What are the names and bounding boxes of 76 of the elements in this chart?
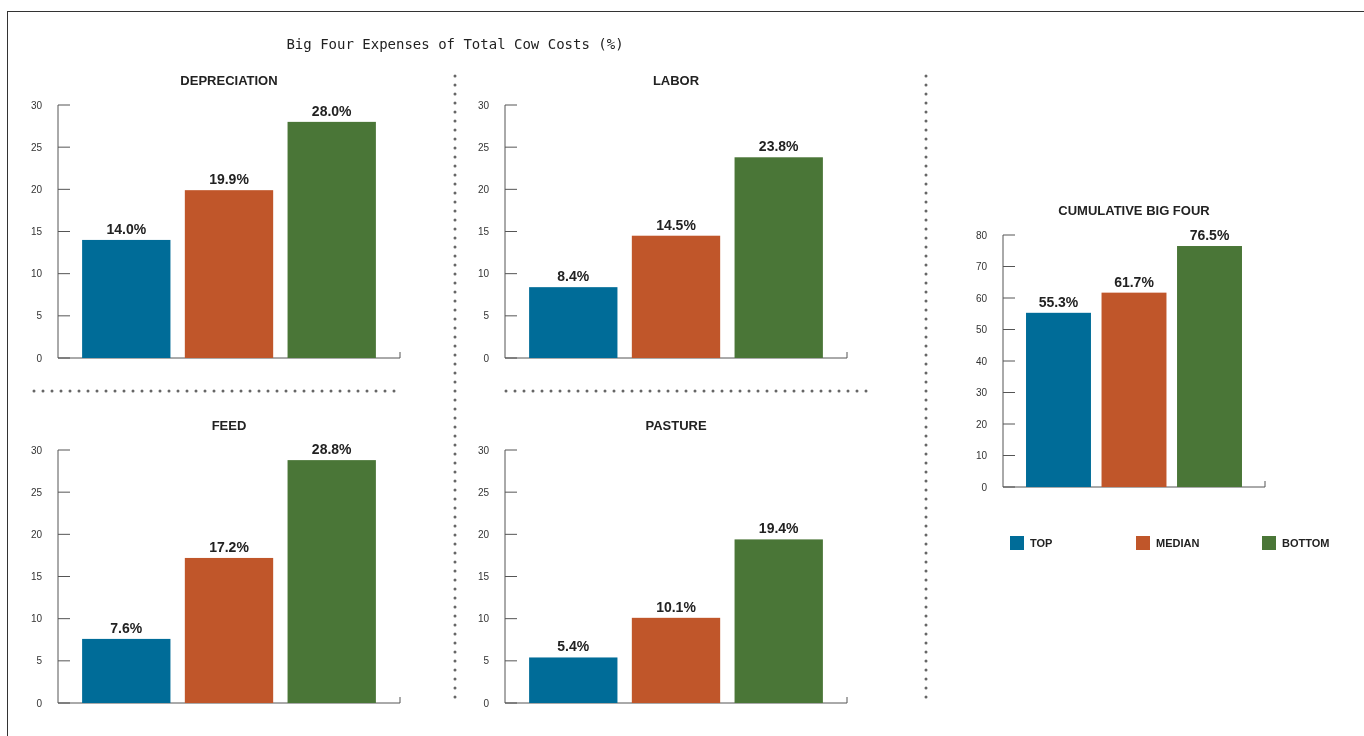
- y-tick-label: 30: [30, 99, 43, 111]
- bar: [82, 638, 171, 703]
- y-tick-label: 20: [477, 528, 490, 540]
- y-tick-label: 0: [483, 352, 490, 364]
- data-label: 28.0%: [311, 102, 353, 119]
- data-label: 19.4%: [758, 520, 800, 537]
- y-tick-label: 25: [30, 141, 43, 153]
- y-tick-label: 30: [975, 387, 988, 398]
- y-tick-label: 10: [477, 613, 490, 625]
- y-tick-label: 30: [30, 444, 43, 456]
- y-tick-label: 15: [30, 571, 43, 582]
- data-label: 7.6%: [110, 619, 143, 636]
- data-label: 17.2%: [209, 538, 250, 555]
- bar: [184, 190, 274, 358]
- y-tick-label: 20: [975, 418, 988, 430]
- bar: [529, 657, 618, 703]
- data-label: 76.5%: [1189, 227, 1230, 244]
- y-tick-label: 25: [30, 486, 43, 498]
- y-tick-label: 0: [36, 352, 43, 364]
- y-tick-label: 25: [477, 486, 490, 498]
- y-tick-label: 20: [30, 528, 43, 540]
- y-tick-label: 70: [975, 261, 988, 272]
- data-label: 5.4%: [557, 638, 590, 655]
- bar: [287, 460, 376, 703]
- y-tick-label: 10: [30, 268, 43, 280]
- y-tick-label: 10: [30, 613, 43, 625]
- bar: [631, 617, 721, 703]
- y-tick-label: 0: [36, 697, 43, 709]
- y-tick-label: 0: [483, 697, 490, 709]
- y-tick-label: 15: [477, 226, 490, 237]
- chart-title: LABOR: [652, 73, 700, 88]
- data-label: 28.8%: [311, 441, 353, 458]
- data-label: 14.5%: [656, 216, 697, 233]
- chart-title: CUMULATIVE BIG FOUR: [1058, 203, 1211, 218]
- data-label: 19.9%: [209, 171, 250, 188]
- y-tick-label: 15: [477, 571, 490, 582]
- y-tick-label: 60: [975, 292, 988, 304]
- bar: [287, 121, 376, 358]
- y-tick-label: 40: [975, 355, 988, 367]
- y-tick-label: 20: [30, 183, 43, 195]
- chart-title: PASTURE: [645, 418, 707, 433]
- chart-title: FEED: [211, 418, 247, 433]
- bar: [734, 539, 823, 703]
- y-tick-label: 50: [975, 324, 988, 335]
- y-tick-label: 80: [975, 229, 988, 241]
- legend-label: MEDIAN: [1156, 536, 1200, 549]
- bar: [734, 157, 823, 358]
- y-tick-label: 20: [477, 183, 490, 195]
- y-tick-label: 5: [36, 310, 43, 322]
- data-label: 55.3%: [1038, 293, 1079, 310]
- bar: [529, 287, 618, 358]
- y-tick-label: 10: [477, 268, 490, 280]
- data-label: 8.4%: [557, 268, 590, 285]
- data-label: 23.8%: [758, 138, 800, 155]
- y-tick-label: 10: [975, 450, 988, 461]
- bar: [184, 557, 274, 703]
- data-label: 10.1%: [656, 598, 697, 615]
- bar: [1101, 292, 1167, 487]
- data-label: 61.7%: [1114, 273, 1155, 290]
- y-tick-label: 30: [477, 99, 490, 111]
- legend-label: TOP: [1030, 536, 1053, 549]
- bar: [82, 239, 171, 358]
- y-tick-label: 30: [477, 444, 490, 456]
- chart-title: DEPRECIATION: [180, 73, 278, 88]
- y-tick-label: 15: [30, 226, 43, 237]
- legend-label: BOTTOM: [1282, 536, 1330, 549]
- text: Big Four Expenses of Total Cow Costs (%): [286, 36, 624, 52]
- y-tick-label: 25: [477, 141, 490, 153]
- y-tick-label: 0: [981, 481, 988, 493]
- y-tick-label: 5: [36, 655, 43, 667]
- data-label: 14.0%: [106, 220, 147, 237]
- y-tick-label: 5: [483, 655, 490, 667]
- bar: [1177, 246, 1242, 487]
- bar: [631, 235, 721, 358]
- y-tick-label: 5: [483, 310, 490, 322]
- bar: [1026, 312, 1091, 487]
